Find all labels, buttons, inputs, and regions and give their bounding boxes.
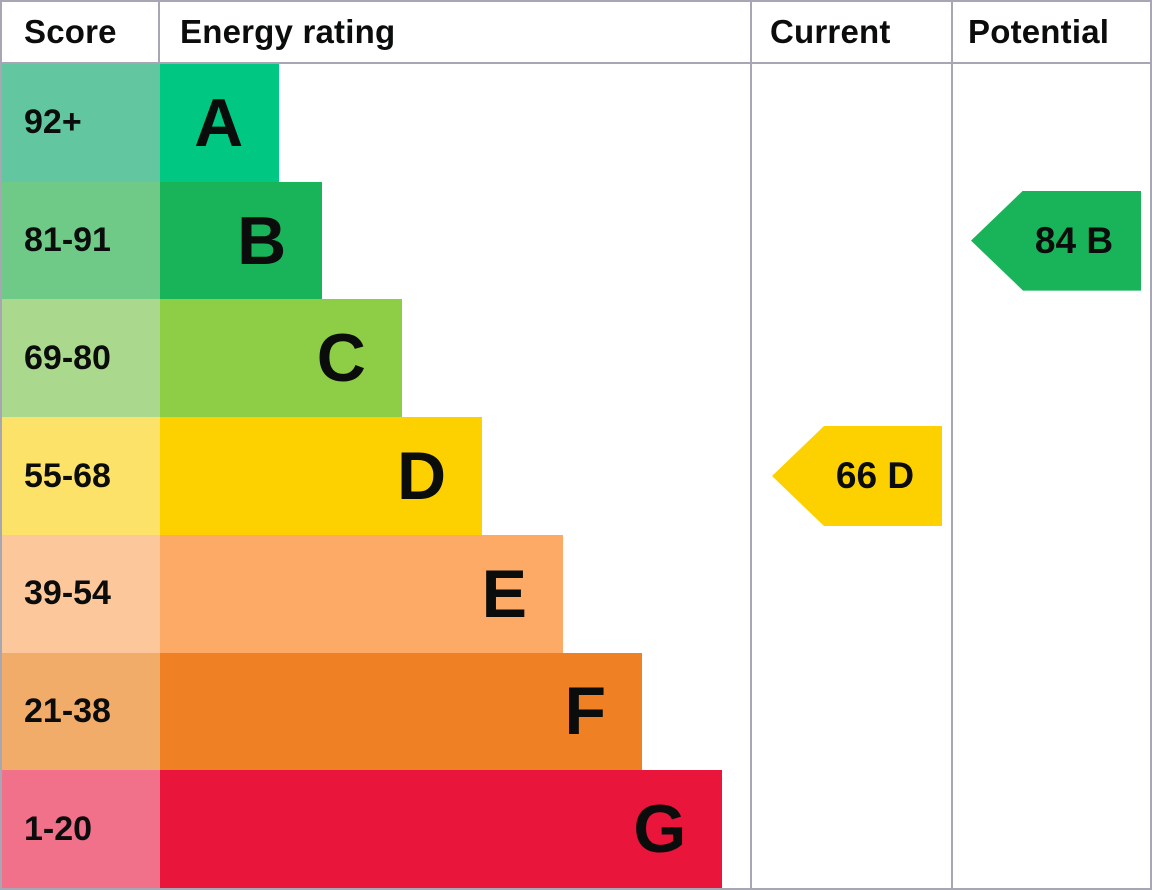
potential-column-cell-g <box>951 770 1150 889</box>
epc-rows: 92+ A 81-91 B 84 B 69-80 C 55-68 D 66 D 39-54 E 21-3… <box>2 64 1150 889</box>
rating-bar-cell-g: G <box>160 770 750 889</box>
potential-column-cell-b: 84 B <box>951 181 1150 300</box>
rating-bar-c: C <box>160 299 402 418</box>
potential-rating-arrow: 84 B <box>971 190 1141 291</box>
epc-header-row: Score Energy rating Current Potential <box>2 2 1150 64</box>
current-column-cell-e <box>750 534 951 653</box>
epc-band-row-g: 1-20 G <box>2 770 1150 889</box>
current-rating-arrow: 66 D <box>772 426 942 527</box>
epc-band-row-d: 55-68 D 66 D <box>2 417 1150 535</box>
header-energy-rating: Energy rating <box>180 13 396 50</box>
rating-bar-f: F <box>160 652 643 771</box>
current-column-cell-a <box>750 64 951 182</box>
potential-column-cell-a <box>951 64 1150 182</box>
score-range-a: 92+ <box>2 64 160 182</box>
header-potential: Potential <box>951 2 1150 62</box>
epc-band-row-a: 92+ A <box>2 64 1150 182</box>
rating-bar-g: G <box>160 770 723 889</box>
rating-bar-cell-d: D <box>160 417 750 535</box>
rating-bar-d: D <box>160 417 483 535</box>
rating-bar-cell-a: A <box>160 64 750 182</box>
potential-column-cell-e <box>951 534 1150 653</box>
rating-bar-cell-f: F <box>160 652 750 771</box>
rating-bar-cell-e: E <box>160 534 750 653</box>
current-column-cell-b <box>750 181 951 300</box>
potential-column-cell-f <box>951 652 1150 771</box>
header-score: Score <box>2 2 160 62</box>
score-range-g: 1-20 <box>2 770 160 889</box>
epc-band-row-f: 21-38 F <box>2 652 1150 771</box>
epc-band-row-e: 39-54 E <box>2 534 1150 653</box>
current-column-cell-c <box>750 299 951 418</box>
current-column-cell-g <box>750 770 951 889</box>
rating-bar-a: A <box>160 64 280 182</box>
score-range-d: 55-68 <box>2 417 160 535</box>
rating-bar-e: E <box>160 534 563 653</box>
rating-bar-cell-c: C <box>160 299 750 418</box>
current-column-cell-d: 66 D <box>750 417 951 535</box>
rating-bar-b: B <box>160 181 323 300</box>
epc-band-row-c: 69-80 C <box>2 299 1150 418</box>
header-current: Current <box>750 2 951 62</box>
potential-column-cell-c <box>951 299 1150 418</box>
epc-band-row-b: 81-91 B 84 B <box>2 181 1150 300</box>
current-column-cell-f <box>750 652 951 771</box>
score-range-f: 21-38 <box>2 652 160 771</box>
rating-bar-cell-b: B <box>160 181 750 300</box>
score-range-b: 81-91 <box>2 181 160 300</box>
potential-column-cell-d <box>951 417 1150 535</box>
score-range-c: 69-80 <box>2 299 160 418</box>
score-range-e: 39-54 <box>2 534 160 653</box>
